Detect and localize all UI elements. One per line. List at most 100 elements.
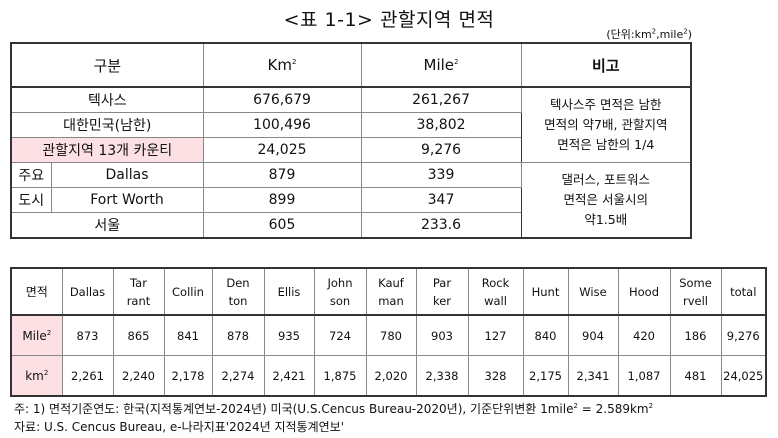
county-header-line: Ellis xyxy=(277,284,301,299)
row-label-km: km2 xyxy=(10,355,63,397)
row-name: 텍사스 xyxy=(10,86,204,113)
county-value: 2,261 xyxy=(61,355,114,397)
header-corner: 면적 xyxy=(10,267,63,316)
note-line: 면적은 서울시의 xyxy=(563,192,648,207)
city-name: Dallas xyxy=(50,162,204,188)
header-note: 비고 xyxy=(520,42,692,88)
county-value: 935 xyxy=(263,314,315,356)
note-line: 면적의 약7배, 관할지역 xyxy=(544,117,668,132)
row-km: 676,679 xyxy=(202,86,362,113)
county-header-line: son xyxy=(329,293,351,308)
county-value: 24,025 xyxy=(720,355,767,397)
note-line: 텍사스주 면적은 남한 xyxy=(550,97,662,112)
table-row: 텍사스 676,679 261,267 텍사스주 면적은 남한 면적의 약7배,… xyxy=(10,86,692,163)
note-cell-2: 댈러스, 포트워스 면적은 서울시의 약1.5배 xyxy=(520,162,692,239)
county-value: 328 xyxy=(467,355,524,397)
county-value: 724 xyxy=(313,314,367,356)
note-line: 면적은 남한의 1/4 xyxy=(557,137,655,152)
county-value: 1,875 xyxy=(313,355,367,397)
county-header: Tar rant xyxy=(112,267,165,316)
county-header: Kauf man xyxy=(365,267,417,316)
row-label-mile: Mile2 xyxy=(10,314,63,356)
county-header-line: Wise xyxy=(579,284,607,299)
header-mile: Mile2 xyxy=(360,42,522,88)
table-row: 대한민국(남한) 100,496 38,802 xyxy=(10,112,691,138)
row-km: 100,496 xyxy=(202,112,362,138)
header-km: Km2 xyxy=(202,42,362,88)
row-name-highlight: 관할지역 13개 카운티 xyxy=(10,137,204,163)
county-header: total xyxy=(720,267,767,316)
city-mile: 347 xyxy=(360,187,522,213)
county-value: 2,341 xyxy=(567,355,619,397)
county-value: 903 xyxy=(415,314,469,356)
unit-label: (단위:km2,mile2) xyxy=(606,27,692,41)
county-header-line: Par xyxy=(432,275,452,290)
row-km: 24,025 xyxy=(202,137,362,163)
county-header: Collin xyxy=(163,267,213,316)
county-header: Par ker xyxy=(415,267,469,316)
county-header: Rock wall xyxy=(467,267,524,316)
table-row: 주요 Dallas 879 339 댈러스, 포트워스 면적은 서울시의 약1.… xyxy=(10,162,692,239)
row-mile: 9,276 xyxy=(360,137,522,163)
county-header-line: Hood xyxy=(628,284,660,299)
county-header-line: Tar xyxy=(130,275,147,290)
county-value: 2,178 xyxy=(163,355,213,397)
county-value: 2,338 xyxy=(415,355,469,397)
county-header-line: wall xyxy=(484,293,507,308)
county-header-line: Dallas xyxy=(69,284,106,299)
header-row: 면적 Dallas Tar rant Collin Den ton Ellis John son… xyxy=(10,267,767,316)
county-value: 2,175 xyxy=(522,355,569,397)
county-header: Hunt xyxy=(522,267,569,316)
county-header-line: Den xyxy=(226,275,250,290)
county-value: 2,274 xyxy=(211,355,265,397)
county-header: John son xyxy=(313,267,367,316)
county-value: 2,020 xyxy=(365,355,417,397)
area-summary-table: 구분 Km2 Mile2 비고 텍사스 676,679 261,267 텍사스주… xyxy=(10,42,693,239)
city-group-label-1: 주요 xyxy=(10,162,52,188)
county-header-line: ker xyxy=(432,293,452,308)
row-name: 서울 xyxy=(10,212,204,239)
county-value: 1,087 xyxy=(617,355,671,397)
row-name: 대한민국(남한) xyxy=(10,112,204,138)
county-header-line: rvell xyxy=(683,293,708,308)
note-cell-1: 텍사스주 면적은 남한 면적의 약7배, 관할지역 면적은 남한의 1/4 xyxy=(520,86,692,163)
county-header-line: rant xyxy=(126,293,151,308)
county-header-line: Kauf xyxy=(378,275,404,290)
county-header-line: Collin xyxy=(172,284,204,299)
county-value: 904 xyxy=(567,314,619,356)
county-header-line: John xyxy=(327,275,353,290)
table-title: <표 1-1> 관할지역 면적 xyxy=(283,9,495,31)
county-header-line: Hunt xyxy=(531,284,560,299)
county-value: 481 xyxy=(669,355,722,397)
city-name: Fort Worth xyxy=(50,187,204,213)
table-row: 서울 605 233.6 xyxy=(10,212,691,239)
county-header: Hood xyxy=(617,267,671,316)
note-line: 약1.5배 xyxy=(584,212,628,227)
county-header-line: Some xyxy=(679,275,712,290)
table-row: 도시 Fort Worth 899 347 xyxy=(10,187,691,213)
header-row: 구분 Km2 Mile2 비고 xyxy=(10,42,692,88)
county-value: 878 xyxy=(211,314,265,356)
city-group-label-2: 도시 xyxy=(10,187,52,213)
county-value: 841 xyxy=(163,314,213,356)
county-header-line: man xyxy=(378,293,404,308)
row-km: 605 xyxy=(202,212,362,239)
row-mile: 233.6 xyxy=(360,212,522,239)
county-header: Some rvell xyxy=(669,267,722,316)
county-header-line: Rock xyxy=(481,275,510,290)
county-value: 873 xyxy=(61,314,114,356)
row-mile: 38,802 xyxy=(360,112,522,138)
table-row: 관할지역 13개 카운티 24,025 9,276 xyxy=(10,137,691,163)
county-area-table: 면적 Dallas Tar rant Collin Den ton Ellis John son… xyxy=(10,267,767,397)
mile-row: Mile2 873 865 841 878 935 724 780 903 127 840 904 4… xyxy=(10,314,767,356)
county-value: 2,421 xyxy=(263,355,315,397)
header-category: 구분 xyxy=(10,42,204,88)
footnote-2: 자료: U.S. Cencus Bureau, e-나라지표'2024년 지적통… xyxy=(14,420,345,434)
county-value: 420 xyxy=(617,314,671,356)
county-value: 2,240 xyxy=(112,355,165,397)
county-header: Wise xyxy=(567,267,619,316)
note-line: 댈러스, 포트워스 xyxy=(561,172,650,187)
city-mile: 339 xyxy=(360,162,522,188)
row-mile: 261,267 xyxy=(360,86,522,113)
county-value: 865 xyxy=(112,314,165,356)
